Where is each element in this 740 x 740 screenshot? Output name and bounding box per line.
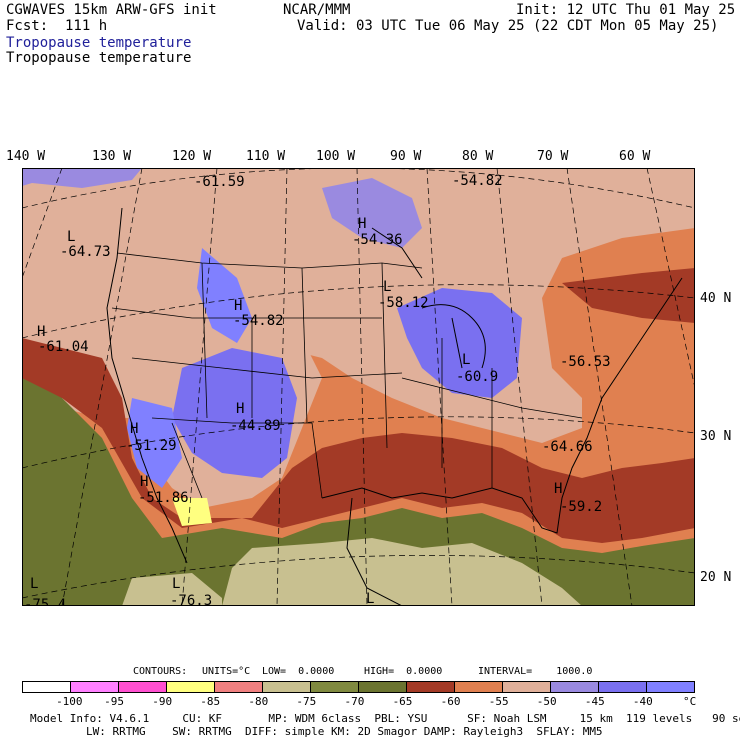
color-legend-swatch	[455, 682, 503, 692]
coastlines	[106, 207, 683, 606]
color-legend-label: °C	[683, 695, 697, 708]
longitude-label: 130 W	[92, 149, 132, 164]
lat-lon-grid	[22, 168, 695, 606]
color-legend-label: -90	[152, 695, 173, 708]
latitude-label: 30 N	[700, 429, 732, 444]
color-legend-label: -70	[344, 695, 365, 708]
extremum-value: -60.9	[456, 369, 498, 385]
band-minus75	[22, 378, 695, 606]
extremum-value: -75.4	[24, 597, 66, 606]
extremum-value: -61.04	[38, 339, 89, 355]
color-legend-swatch	[215, 682, 263, 692]
color-legend-swatch	[599, 682, 647, 692]
extremum-value: -64.66	[542, 439, 593, 455]
field-name-blue: Tropopause temperature	[6, 35, 192, 51]
forecast-hour: Fcst: 111 h	[6, 18, 108, 34]
color-legend-label: -40	[632, 695, 653, 708]
contour-units: UNITS=°C	[202, 666, 251, 677]
longitude-label: 60 W	[619, 149, 651, 164]
extremum-letter: H	[37, 324, 45, 340]
extremum-letter: L	[172, 576, 180, 592]
extremum-value: -54.36	[352, 232, 403, 248]
extremum-value: -51.86	[138, 490, 189, 506]
extremum-letter: L	[462, 352, 470, 368]
longitude-label: 70 W	[537, 149, 569, 164]
color-legend-label: -75	[296, 695, 317, 708]
contour-label: CONTOURS:	[133, 666, 188, 677]
color-legend-swatch	[647, 682, 694, 692]
extremum-letter: L	[67, 229, 75, 245]
longitude-label: 140 W	[6, 149, 46, 164]
band-minus90	[172, 498, 212, 526]
extremum-letter: L	[366, 591, 374, 606]
extremum-value: -56.53	[560, 354, 611, 370]
color-legend-label: -100	[56, 695, 83, 708]
extremum-value: -59.2	[560, 499, 602, 515]
contour-high: HIGH= 0.0000	[364, 666, 443, 677]
longitude-label: 120 W	[172, 149, 212, 164]
color-legend-label: -55	[488, 695, 509, 708]
political-boundaries	[111, 252, 583, 499]
latitude-label: 20 N	[700, 570, 732, 585]
color-legend-swatch	[71, 682, 119, 692]
extremum-value: -61.59	[194, 174, 245, 190]
color-legend-swatch	[407, 682, 455, 692]
extremum-letter: H	[130, 421, 138, 437]
model-info-line1: Model Info: V4.6.1 CU: KF MP: WDM 6class…	[30, 712, 740, 725]
color-legend-swatch	[359, 682, 407, 692]
extremum-letter: H	[236, 401, 244, 417]
color-legend-label: -65	[392, 695, 413, 708]
extremum-letter: L	[30, 576, 38, 592]
color-legend-swatch	[167, 682, 215, 692]
color-legend-label: -80	[248, 695, 269, 708]
extremum-letter: H	[234, 298, 242, 314]
longitude-label: 100 W	[316, 149, 356, 164]
organization: NCAR/MMM	[283, 2, 351, 18]
longitude-label: 80 W	[462, 149, 494, 164]
band-minus45	[397, 288, 522, 398]
model-info-line2: LW: RRTMG SW: RRTMG DIFF: simple KM: 2D …	[86, 725, 603, 738]
band-minus80	[122, 573, 222, 606]
color-legend-label: -60	[440, 695, 461, 708]
extremum-value: -54.82	[233, 313, 284, 329]
extremum-value: -76.3	[170, 593, 212, 606]
color-legend-swatch	[551, 682, 599, 692]
extremum-letter: H	[554, 481, 562, 497]
longitude-label: 110 W	[246, 149, 286, 164]
field-name: Tropopause temperature	[6, 50, 192, 66]
model-title: CGWAVES 15km ARW-GFS init	[6, 2, 217, 18]
band-minus50	[22, 168, 142, 188]
color-legend-swatch	[311, 682, 359, 692]
color-legend-swatch	[119, 682, 167, 692]
color-legend-label: -50	[536, 695, 557, 708]
contour-low: LOW= 0.0000	[262, 666, 335, 677]
longitude-label: 90 W	[390, 149, 422, 164]
color-legend-swatch	[503, 682, 551, 692]
extremum-letter: H	[358, 216, 366, 232]
latitude-label: 40 N	[700, 291, 732, 306]
band-minus45	[172, 348, 297, 478]
extremum-value: -44.89	[230, 418, 281, 434]
extremum-value: -64.73	[60, 244, 111, 260]
color-legend-label: -85	[200, 695, 221, 708]
band-minus45	[197, 248, 252, 343]
tropopause-temperature-map: L -64.73 -61.59 H -61.04 H -54.36 -54.82…	[22, 168, 695, 606]
extremum-value: -58.12	[378, 295, 429, 311]
band-minus45	[127, 398, 182, 488]
init-time: Init: 12 UTC Thu 01 May 25	[516, 2, 736, 18]
color-legend	[22, 681, 695, 693]
contour-interval: INTERVAL= 1000.0	[478, 666, 593, 677]
band-minus50	[322, 178, 422, 248]
extremum-value: -54.82	[452, 173, 503, 189]
color-legend-label: -95	[104, 695, 125, 708]
color-legend-label: -45	[584, 695, 605, 708]
band-minus80	[222, 538, 582, 606]
extremum-value: -51.29	[126, 438, 177, 454]
band-minus70	[22, 338, 695, 543]
extremum-letter: L	[383, 279, 391, 295]
valid-time: Valid: 03 UTC Tue 06 May 25 (22 CDT Mon …	[297, 18, 719, 34]
color-legend-swatch	[23, 682, 71, 692]
extremum-letter: H	[140, 474, 148, 490]
color-legend-swatch	[263, 682, 311, 692]
